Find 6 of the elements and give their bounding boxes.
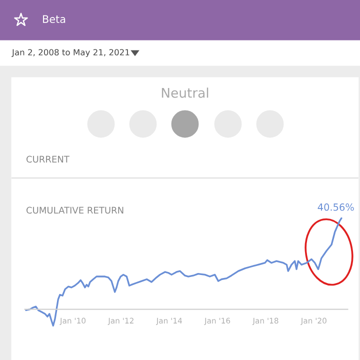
annotation: 40.56% [318,203,354,211]
chart-subtitle: Jan 2, 2008 to May 21, 2021 [12,49,130,58]
text: Neutral [162,88,208,98]
text: CUMULATIVE RETURN [26,206,124,214]
text: CURRENT [26,156,70,163]
chart-title: Beta [43,15,66,24]
